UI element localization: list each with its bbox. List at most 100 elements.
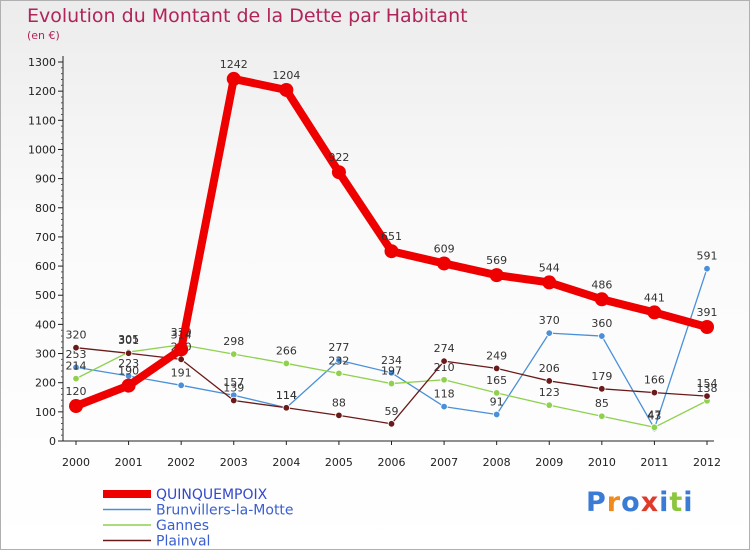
data-point — [700, 320, 714, 335]
data-point — [282, 359, 291, 368]
data-point — [703, 265, 711, 273]
x-tick-label: 2007 — [430, 456, 458, 469]
data-label: 179 — [591, 370, 612, 383]
x-tick-label: 2011 — [640, 456, 668, 469]
data-label: 301 — [118, 334, 139, 347]
x-tick-label: 2012 — [693, 456, 721, 469]
data-label: 370 — [539, 314, 560, 327]
data-label: 591 — [697, 250, 718, 263]
data-point — [650, 388, 659, 397]
data-label: 190 — [118, 365, 139, 378]
data-label: 157 — [223, 376, 244, 389]
y-tick-label: 400 — [35, 318, 56, 331]
data-point — [545, 329, 553, 337]
data-point — [492, 364, 501, 373]
y-tick-label: 500 — [35, 289, 56, 302]
data-point — [72, 344, 80, 352]
data-label: 360 — [591, 317, 612, 330]
x-tick-label: 2005 — [325, 456, 353, 469]
data-point — [492, 410, 501, 419]
data-point — [177, 355, 185, 364]
x-tick-label: 2006 — [378, 456, 406, 469]
data-label: 154 — [697, 377, 718, 390]
series-quinquempoix: 120 190 314 1242 1204 922 651 609 569 544 486 441 39… — [66, 58, 718, 414]
x-tick-label: 2010 — [588, 456, 616, 469]
data-label: 206 — [539, 362, 560, 375]
data-point — [492, 389, 501, 397]
data-point — [174, 342, 189, 357]
data-point — [121, 378, 136, 393]
data-label: 197 — [381, 365, 402, 378]
data-label: 214 — [66, 360, 87, 373]
y-tick-label: 0 — [49, 435, 56, 448]
data-label: 441 — [644, 291, 665, 304]
data-label: 249 — [486, 349, 507, 362]
legend-label: QUINQUEMPOIX — [156, 487, 268, 503]
data-label: 266 — [276, 344, 297, 357]
data-point — [230, 350, 238, 358]
data-point — [542, 275, 557, 290]
data-point — [69, 399, 83, 414]
data-point — [545, 401, 553, 409]
y-tick-label: 900 — [35, 173, 56, 186]
data-label: 314 — [171, 328, 192, 341]
data-label: 486 — [591, 278, 612, 291]
data-label: 88 — [332, 396, 346, 409]
chart-subtitle: (en €) — [27, 29, 60, 42]
data-point — [72, 374, 80, 383]
data-label: 114 — [276, 389, 297, 402]
data-point — [279, 82, 294, 97]
data-label: 91 — [490, 395, 504, 408]
data-label: 232 — [328, 354, 349, 367]
y-tick-label: 1100 — [28, 114, 56, 127]
y-tick-label: 1300 — [28, 56, 56, 69]
data-point — [72, 363, 80, 371]
data-label: 651 — [381, 230, 402, 243]
data-point — [230, 396, 238, 405]
data-point — [331, 165, 346, 180]
data-label: 922 — [328, 151, 349, 164]
data-label: 544 — [539, 261, 560, 274]
data-point — [335, 356, 343, 364]
data-point — [650, 423, 659, 431]
data-label: 210 — [434, 361, 455, 374]
logo-letter: o — [621, 487, 641, 518]
data-point — [489, 268, 504, 283]
logo-letter: r — [606, 487, 622, 518]
data-label: 43 — [647, 409, 661, 422]
data-label: 166 — [644, 374, 665, 387]
data-point — [545, 377, 553, 385]
data-point — [440, 357, 448, 365]
data-label: 391 — [697, 306, 718, 319]
data-point — [387, 420, 396, 428]
logo-letter: x — [640, 487, 660, 518]
y-tick-label: 800 — [35, 202, 56, 215]
x-tick-label: 2002 — [167, 456, 195, 469]
data-point — [335, 369, 343, 378]
data-label: 569 — [486, 254, 507, 267]
y-tick-label: 1200 — [28, 85, 56, 98]
x-tick-label: 2001 — [115, 456, 143, 469]
data-point — [282, 404, 291, 412]
data-label: 298 — [223, 335, 244, 348]
data-label: 274 — [434, 342, 455, 355]
data-label: 139 — [223, 381, 244, 394]
data-label: 138 — [697, 382, 718, 395]
legend-label: Plainval — [156, 534, 210, 550]
data-label: 120 — [66, 385, 87, 398]
data-point — [437, 256, 452, 271]
data-label: 59 — [385, 405, 399, 418]
data-label: 118 — [434, 388, 455, 401]
data-label: 123 — [539, 386, 560, 399]
data-label: 1242 — [220, 58, 248, 71]
data-label: 320 — [66, 329, 87, 342]
x-tick-label: 2009 — [535, 456, 563, 469]
data-point — [598, 332, 606, 340]
data-point — [177, 381, 185, 390]
data-label: 253 — [66, 348, 87, 361]
data-label: 277 — [328, 341, 349, 354]
data-label: 1204 — [272, 69, 300, 82]
data-point — [387, 369, 396, 377]
legend-label: Brunvillers-la-Motte — [156, 503, 294, 519]
data-label: 114 — [276, 389, 297, 402]
